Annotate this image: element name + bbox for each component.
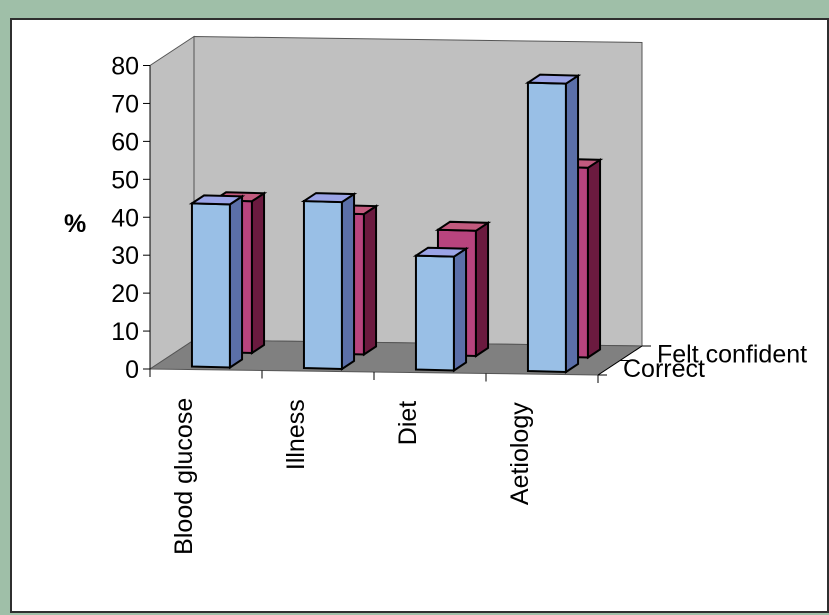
y-axis-label: % [64, 210, 86, 238]
y-tick-label: 80 [111, 53, 139, 81]
bar-side-face [340, 192, 356, 371]
category-label-blood-glucose: Blood glucose [170, 398, 198, 555]
bar-correct-aetiology [524, 73, 582, 374]
bar-front-face [190, 202, 231, 369]
y-tick-label: 10 [111, 318, 139, 346]
bar-side-face [474, 220, 490, 358]
y-tick-label: 40 [111, 204, 139, 232]
category-label-aetiology: Aetiology [506, 402, 534, 505]
y-axis: 0 10 20 30 40 50 60 70 80 [111, 53, 151, 384]
series-correct-bars [188, 73, 582, 374]
bar-side-face [250, 191, 266, 355]
bar-side-face [586, 157, 602, 360]
bar-correct-illness [300, 192, 358, 371]
bar-front-face [526, 81, 567, 374]
bar-correct-diet [412, 246, 470, 373]
bar-side-face [564, 73, 580, 374]
bar-top-face [524, 73, 582, 85]
bar-correct-blood-glucose [188, 194, 246, 370]
y-tick-label: 0 [125, 356, 139, 384]
chart-frame: 0 10 20 30 40 50 60 70 80 Blood glucose Illness Di… [10, 18, 829, 613]
bar-top-face [434, 220, 492, 232]
bar-top-face [412, 246, 470, 258]
bar-chart: 0 10 20 30 40 50 60 70 80 Blood glucose Illness Di… [64, 35, 807, 555]
bar-top-face [188, 194, 246, 206]
y-tick-label: 30 [111, 242, 139, 270]
y-tick-label: 50 [111, 166, 139, 194]
side-wall [149, 35, 195, 370]
bar-top-face [300, 192, 358, 204]
bar-side-face [362, 204, 378, 357]
category-label-diet: Diet [394, 401, 422, 446]
category-label-illness: Illness [282, 399, 310, 470]
bar-side-face [452, 246, 468, 373]
bar-front-face [414, 254, 455, 372]
y-tick-label: 20 [111, 280, 139, 308]
y-tick-label: 70 [111, 90, 139, 118]
series-label-correct: Correct [623, 355, 705, 383]
bar-side-face [228, 194, 244, 370]
bar-front-face [302, 200, 343, 371]
x-axis: Blood glucose Illness Diet Aetiology [149, 369, 599, 555]
y-tick-label: 60 [111, 128, 139, 156]
series-label-felt-confident: Felt confident [657, 340, 807, 368]
